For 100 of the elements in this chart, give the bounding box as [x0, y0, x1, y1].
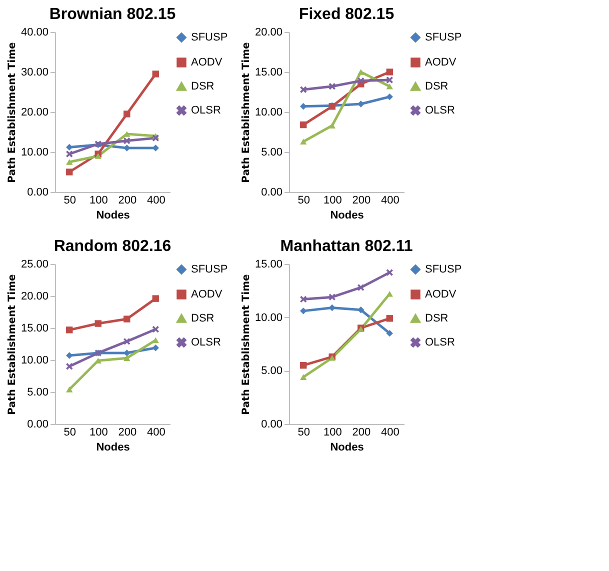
chart-title: Manhattan 802.11: [280, 238, 413, 255]
y-tick-label: 10.00: [254, 312, 282, 324]
chart-title: Random 802.16: [54, 238, 172, 255]
y-tick-label: 5.00: [27, 386, 48, 398]
legend-label: AODV: [425, 288, 457, 300]
point: [66, 144, 73, 151]
x-axis-title: Nodes: [330, 442, 364, 454]
point: [358, 284, 364, 291]
legend-label: DSR: [191, 80, 214, 92]
x-axis-title: Nodes: [96, 442, 130, 454]
x-tick-label: 50: [298, 194, 310, 206]
point: [124, 110, 130, 118]
x-axis-title: Nodes: [96, 210, 130, 222]
y-tick-label: 10.00: [254, 106, 282, 118]
x-tick-label: 50: [64, 194, 76, 206]
y-tick-label: 15.00: [254, 66, 282, 78]
point: [152, 295, 159, 302]
point: [300, 103, 307, 110]
legend-label: OLSR: [425, 104, 456, 116]
legend-label: OLSR: [191, 104, 222, 116]
point: [358, 77, 364, 84]
point: [300, 86, 307, 93]
x-tick-label: 50: [64, 426, 76, 438]
x-tick-label: 100: [323, 194, 342, 206]
point: [328, 294, 336, 300]
x-tick-label: 400: [146, 426, 166, 438]
x-tick-label: 400: [146, 194, 166, 206]
y-tick-label: 10.00: [20, 354, 48, 366]
point: [386, 290, 393, 297]
point: [66, 352, 73, 359]
y-tick-label: 5.00: [261, 365, 282, 378]
x-axis-title: Nodes: [330, 210, 364, 222]
x-tick-label: 200: [352, 426, 371, 438]
y-tick-label: 15.00: [254, 258, 282, 270]
point: [358, 69, 364, 75]
chart-title: Brownian 802.15: [49, 6, 176, 23]
point: [300, 121, 307, 128]
point: [328, 304, 336, 312]
x-tick-label: 200: [352, 194, 371, 206]
x-tick-label: 200: [118, 194, 137, 206]
point: [300, 296, 307, 303]
legend-label: AODV: [425, 56, 457, 68]
x-tick-label: 50: [298, 426, 310, 438]
point: [66, 159, 73, 165]
point: [300, 374, 307, 380]
point: [66, 150, 73, 158]
point: [386, 83, 393, 90]
y-tick-label: 25.00: [20, 258, 48, 270]
point: [124, 338, 130, 345]
y-axis-title: Path Establishment Time: [240, 274, 252, 415]
point: [152, 144, 159, 152]
point: [386, 68, 393, 76]
point: [328, 83, 336, 90]
x-tick-label: 400: [380, 426, 400, 438]
point: [124, 350, 130, 356]
y-tick-label: 0.00: [27, 186, 48, 198]
point: [152, 337, 159, 344]
y-tick-label: 40.00: [20, 26, 48, 38]
point: [386, 315, 393, 322]
y-tick-label: 20.00: [20, 290, 48, 302]
point: [152, 344, 159, 352]
point: [152, 70, 159, 78]
point: [66, 168, 73, 176]
legend-label: DSR: [191, 312, 214, 324]
y-tick-label: 10.00: [20, 146, 48, 158]
y-tick-label: 0.00: [261, 186, 282, 198]
legend-label: AODV: [191, 56, 223, 68]
x-tick-label: 100: [323, 426, 342, 438]
legend-label: SFUSP: [191, 264, 228, 276]
point: [358, 306, 364, 314]
point: [328, 122, 336, 129]
legend-label: OLSR: [191, 336, 222, 348]
point: [152, 326, 159, 333]
point: [66, 386, 73, 392]
y-axis-title: Path Establishment Time: [6, 42, 18, 183]
point: [124, 137, 130, 144]
point: [358, 100, 364, 108]
point: [124, 144, 130, 152]
x-tick-label: 100: [89, 194, 108, 206]
y-tick-label: 5.00: [261, 146, 282, 158]
y-tick-label: 30.00: [20, 66, 48, 78]
legend-label: SFUSP: [191, 32, 228, 44]
point: [124, 355, 130, 361]
point: [386, 330, 393, 337]
legend-label: DSR: [425, 312, 448, 324]
y-tick-label: 20.00: [20, 106, 48, 118]
legend-label: SFUSP: [425, 32, 462, 44]
x-tick-label: 100: [89, 426, 108, 438]
point: [386, 269, 393, 276]
point: [386, 76, 393, 84]
legend-label: SFUSP: [425, 264, 462, 276]
y-tick-label: 15.00: [20, 322, 48, 334]
point: [94, 153, 102, 159]
point: [300, 362, 307, 369]
legend-label: DSR: [425, 80, 448, 92]
chart-title: Fixed 802.15: [298, 6, 394, 23]
legend-label: OLSR: [425, 336, 456, 348]
y-tick-label: 20.00: [254, 26, 282, 38]
y-axis-title: Path Establishment Time: [240, 42, 252, 183]
x-tick-label: 200: [118, 426, 137, 438]
